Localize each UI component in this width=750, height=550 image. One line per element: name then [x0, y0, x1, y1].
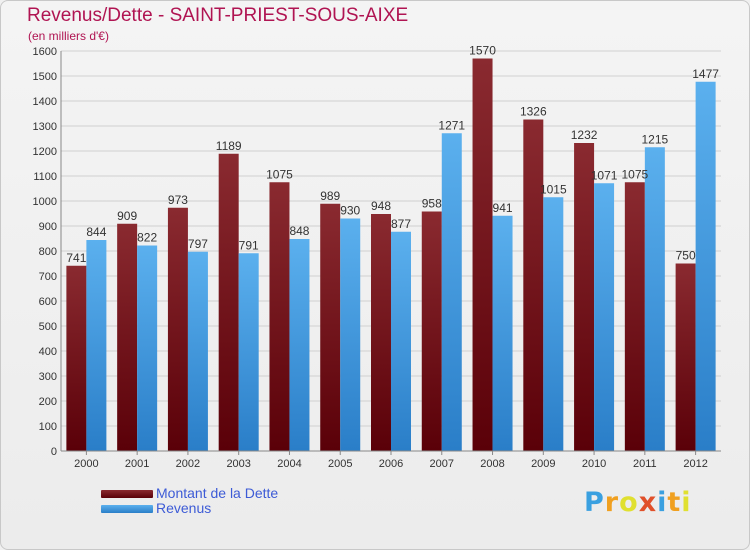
x-tick-label-2011: 2011 [633, 458, 657, 470]
data-label-dette-2000: 741 [66, 251, 86, 265]
y-tick-label-0: 0 [51, 446, 57, 458]
bar-revenus-2008 [492, 215, 513, 451]
bar-dette-2007 [421, 211, 442, 451]
data-label-dette-2002: 973 [168, 193, 188, 207]
bar-dette-2012 [675, 263, 696, 451]
data-label-revenus-2009: 1015 [540, 182, 567, 196]
data-label-dette-2001: 909 [117, 209, 137, 223]
x-tick-label-2004: 2004 [277, 458, 301, 470]
data-label-dette-2005: 989 [320, 189, 340, 203]
bar-dette-2009 [523, 119, 544, 451]
data-label-revenus-2007: 1271 [438, 118, 465, 132]
bar-dette-2001 [117, 223, 138, 451]
bar-revenus-2004 [289, 239, 310, 451]
data-label-dette-2006: 948 [371, 199, 391, 213]
legend-item-dette: Montant de la Dette [101, 486, 278, 501]
bar-revenus-2010 [594, 183, 615, 451]
bar-revenus-2003 [238, 253, 259, 451]
bar-revenus-2002 [187, 251, 208, 451]
x-tick-label-2005: 2005 [328, 458, 352, 470]
legend-swatch-revenus [101, 505, 153, 514]
x-tick-label-2006: 2006 [379, 458, 403, 470]
data-label-dette-2003: 1189 [216, 139, 242, 153]
bars-layer [66, 58, 716, 451]
x-tick-label-2009: 2009 [531, 458, 555, 470]
data-label-dette-2010: 1232 [571, 128, 598, 142]
x-tick-label-2002: 2002 [176, 458, 200, 470]
bar-dette-2008 [472, 58, 493, 451]
data-label-revenus-2003: 791 [239, 238, 259, 252]
bar-revenus-2011 [644, 147, 665, 451]
bar-revenus-2000 [86, 240, 107, 451]
x-tick-label-2000: 2000 [74, 458, 98, 470]
data-label-revenus-2011: 1215 [641, 132, 668, 146]
y-tick-label-800: 800 [39, 246, 57, 258]
legend-label-dette: Montant de la Dette [156, 485, 279, 501]
y-tick-label-600: 600 [39, 296, 57, 308]
x-tick-label-2007: 2007 [430, 458, 454, 470]
x-tick-label-2012: 2012 [683, 458, 707, 470]
data-label-dette-2008: 1570 [469, 44, 496, 58]
x-tick-label-2003: 2003 [226, 458, 250, 470]
data-label-revenus-2004: 848 [289, 224, 309, 238]
bar-dette-2003 [218, 153, 239, 451]
x-tick-label-2001: 2001 [125, 458, 149, 470]
data-label-revenus-2006: 877 [391, 217, 411, 231]
legend-item-revenus: Revenus [101, 501, 278, 516]
bar-revenus-2001 [137, 245, 158, 451]
data-label-dette-2004: 1075 [266, 167, 293, 181]
bar-dette-2011 [624, 182, 645, 451]
data-label-revenus-2000: 844 [86, 225, 106, 239]
y-tick-label-500: 500 [39, 321, 57, 333]
data-label-dette-2009: 1326 [520, 105, 547, 119]
y-tick-label-900: 900 [39, 221, 57, 233]
bar-dette-2004 [269, 182, 290, 451]
legend: Montant de la Dette Revenus [101, 486, 278, 516]
chart-subtitle: (en milliers d'€) [28, 29, 109, 43]
legend-swatch-dette [101, 490, 153, 499]
bar-dette-2006 [371, 214, 391, 451]
bar-dette-2010 [574, 143, 595, 451]
proxiti-logo: Proxiti [584, 487, 692, 518]
data-label-revenus-2012: 1477 [692, 67, 719, 81]
y-tick-label-1400: 1400 [33, 96, 57, 108]
y-tick-label-1000: 1000 [33, 196, 57, 208]
data-label-revenus-2005: 930 [340, 204, 360, 218]
y-tick-label-300: 300 [39, 371, 57, 383]
data-label-dette-2007: 958 [422, 197, 442, 211]
axis-layer: 0 100 200 300 400 500 600 700 800 900 1000 1100 1200… [33, 46, 721, 470]
data-label-dette-2011: 1075 [621, 167, 648, 181]
y-tick-label-1100: 1100 [33, 171, 57, 183]
bar-dette-2000 [66, 265, 87, 451]
x-tick-label-2008: 2008 [480, 458, 504, 470]
y-tick-label-400: 400 [39, 346, 57, 358]
bar-dette-2005 [320, 203, 341, 451]
data-label-revenus-2008: 941 [493, 201, 513, 215]
bar-revenus-2006 [391, 231, 411, 451]
x-tick-label-2010: 2010 [582, 458, 606, 470]
bar-revenus-2012 [695, 81, 716, 451]
bar-revenus-2009 [543, 197, 564, 451]
y-tick-label-700: 700 [39, 271, 57, 283]
y-tick-label-1300: 1300 [33, 121, 57, 133]
legend-label-revenus: Revenus [156, 500, 212, 516]
data-label-revenus-2002: 797 [188, 237, 208, 251]
data-label-dette-2012: 750 [676, 249, 696, 263]
data-label-revenus-2010: 1071 [591, 168, 618, 182]
data-label-revenus-2001: 822 [137, 231, 157, 245]
chart-title: Revenus/Dette - SAINT-PRIEST-SOUS-AIXE [27, 5, 409, 26]
y-tick-label-100: 100 [39, 421, 57, 433]
bar-revenus-2007 [441, 133, 462, 451]
y-tick-label-1200: 1200 [33, 146, 57, 158]
y-tick-label-1500: 1500 [33, 71, 57, 83]
y-tick-label-200: 200 [39, 396, 57, 408]
bar-dette-2002 [167, 207, 188, 451]
bar-revenus-2005 [340, 218, 361, 451]
y-tick-label-1600: 1600 [33, 46, 57, 58]
